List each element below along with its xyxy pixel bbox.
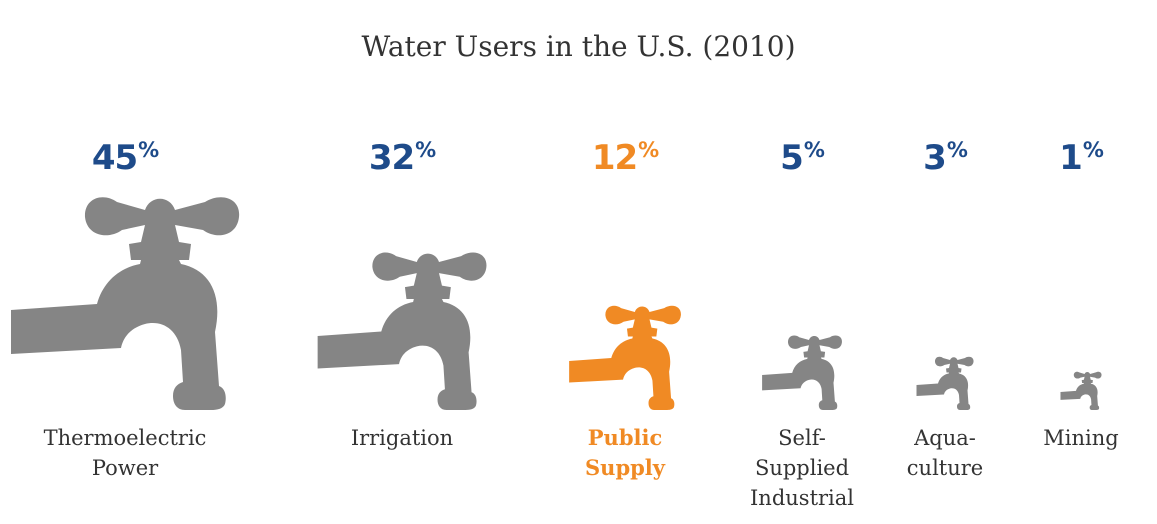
value-label: 45% <box>91 138 159 178</box>
value-label: 5% <box>780 138 825 178</box>
faucet-mark <box>916 356 974 410</box>
category-label: Aqua- culture <box>906 426 984 480</box>
chart-title: Water Users in the U.S. (2010) <box>361 30 796 63</box>
faucet-mark <box>1060 371 1102 410</box>
faucet-mark <box>317 252 487 410</box>
category-label: Self- Supplied Industrial <box>750 426 854 510</box>
value-label: 32% <box>368 138 436 178</box>
category-label: Public Supply <box>585 425 665 480</box>
faucet-mark <box>569 305 681 410</box>
category-label: Mining <box>1043 426 1119 450</box>
value-label: 1% <box>1059 138 1104 178</box>
value-label: 12% <box>591 138 659 178</box>
category-label: Irrigation <box>350 426 454 450</box>
value-label: 3% <box>923 138 968 178</box>
faucet-mark <box>762 335 842 410</box>
category-label: Thermoelectric Power <box>43 426 207 480</box>
faucet-mark <box>11 197 240 410</box>
